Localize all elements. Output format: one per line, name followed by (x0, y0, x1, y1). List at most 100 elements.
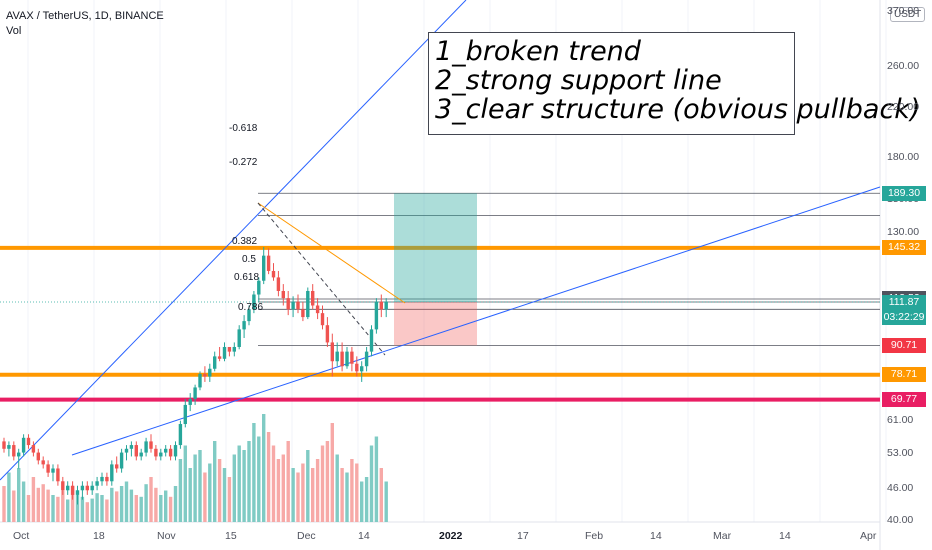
volume-bar (66, 499, 70, 522)
candle-body (379, 301, 383, 310)
candle-body (31, 445, 36, 453)
price-badge: 69.77 (882, 392, 926, 408)
volume-bar (95, 493, 99, 522)
candle-body (355, 363, 359, 372)
price-badge: 111.87 03:22:29 (882, 294, 926, 325)
time-tick: 14 (779, 530, 791, 542)
volume-bar (178, 459, 183, 522)
price-badge-value: 69.77 (890, 393, 918, 406)
volume-bar (291, 468, 295, 522)
time-tick: 14 (358, 530, 370, 542)
candle-body (173, 445, 178, 457)
candle-body (350, 351, 354, 364)
volume-bar (51, 495, 55, 522)
volume-bar (281, 454, 285, 522)
candle-body (41, 460, 45, 465)
volume-bar (315, 459, 320, 522)
volume-bar (110, 487, 114, 522)
volume-bar (301, 463, 305, 522)
candle-body (51, 468, 55, 473)
volume-bar (144, 484, 148, 522)
volume-bar (159, 495, 163, 522)
candle-body (311, 290, 315, 306)
volume-bar (183, 445, 187, 522)
candle-body (2, 441, 6, 449)
candle-body (301, 309, 305, 318)
volume-bar (276, 459, 281, 522)
volume-bar (208, 463, 212, 522)
candle-body (100, 476, 104, 482)
currency-selector[interactable]: USDT (890, 7, 926, 22)
candle-body (340, 351, 344, 367)
price-tick: 53.00 (887, 447, 914, 459)
volume-bar (41, 484, 45, 522)
candle-body (281, 290, 285, 299)
candle-body (26, 437, 31, 446)
candle-body (7, 445, 11, 449)
fib-label: 0.382 (232, 236, 258, 247)
candle-body (242, 321, 246, 330)
volume-bar (296, 472, 300, 522)
volume-bar (271, 445, 276, 522)
volume-bar (364, 477, 369, 522)
volume-bar (360, 481, 364, 522)
candle-body (296, 301, 300, 310)
volume-bar (217, 459, 222, 522)
note-line: 2_strong support line (435, 65, 722, 96)
candle-body (70, 485, 75, 495)
volume-bar (340, 468, 344, 522)
volume-bar (46, 489, 50, 522)
volume-bar (129, 489, 134, 522)
candle-body (115, 464, 119, 469)
price-tick: 370.00 (887, 5, 920, 17)
candle-body (46, 464, 50, 473)
trend-line-support (71, 186, 881, 456)
candle-body (227, 346, 232, 352)
volume-bar (134, 495, 138, 522)
candle-body (119, 452, 124, 469)
annotation-note[interactable]: 1_broken trend 2_strong support line 3_c… (428, 32, 920, 135)
candle-body (237, 329, 241, 347)
volume-bar (198, 450, 202, 522)
fib-label: 0.5 (242, 254, 256, 265)
candle-body (56, 468, 60, 482)
candle-body (213, 356, 217, 369)
volume-bar (350, 459, 354, 522)
volume-bar (345, 472, 349, 522)
trend-line-dashed (257, 202, 386, 356)
time-tick: 17 (517, 530, 529, 542)
volume-bar (242, 450, 246, 522)
price-badge-value: 111.87 (888, 295, 920, 308)
volume-bar (306, 450, 310, 522)
volume-bar (227, 477, 232, 522)
volume-bar (374, 436, 379, 522)
target-zone (394, 193, 477, 303)
volume-bar (257, 436, 261, 522)
candle-body (85, 485, 89, 491)
price-badge: 189.30 (882, 185, 926, 201)
candle-body (80, 485, 85, 491)
candle-body (330, 342, 334, 362)
volume-bar (61, 490, 65, 522)
candle-body (154, 448, 158, 457)
volume-bar (80, 496, 85, 522)
price-tick: 46.00 (887, 482, 914, 494)
volume-bar (379, 468, 383, 522)
time-tick: 2022 (439, 530, 463, 542)
volume-bar (168, 496, 173, 522)
candle-body (320, 313, 325, 326)
volume-bar (164, 490, 168, 522)
volume-bar (124, 481, 129, 522)
price-tick: 180.00 (887, 151, 920, 163)
candle-body (149, 441, 153, 449)
price-badge-value: 78.71 (890, 368, 918, 381)
volume-bar (139, 496, 143, 522)
candle-body (36, 452, 40, 461)
volume-label: Vol (6, 25, 22, 37)
candle-body (374, 301, 379, 330)
candle-body (12, 445, 16, 457)
volume-bar (384, 481, 388, 522)
volume-bar (247, 441, 251, 522)
volume-bar (193, 454, 197, 522)
